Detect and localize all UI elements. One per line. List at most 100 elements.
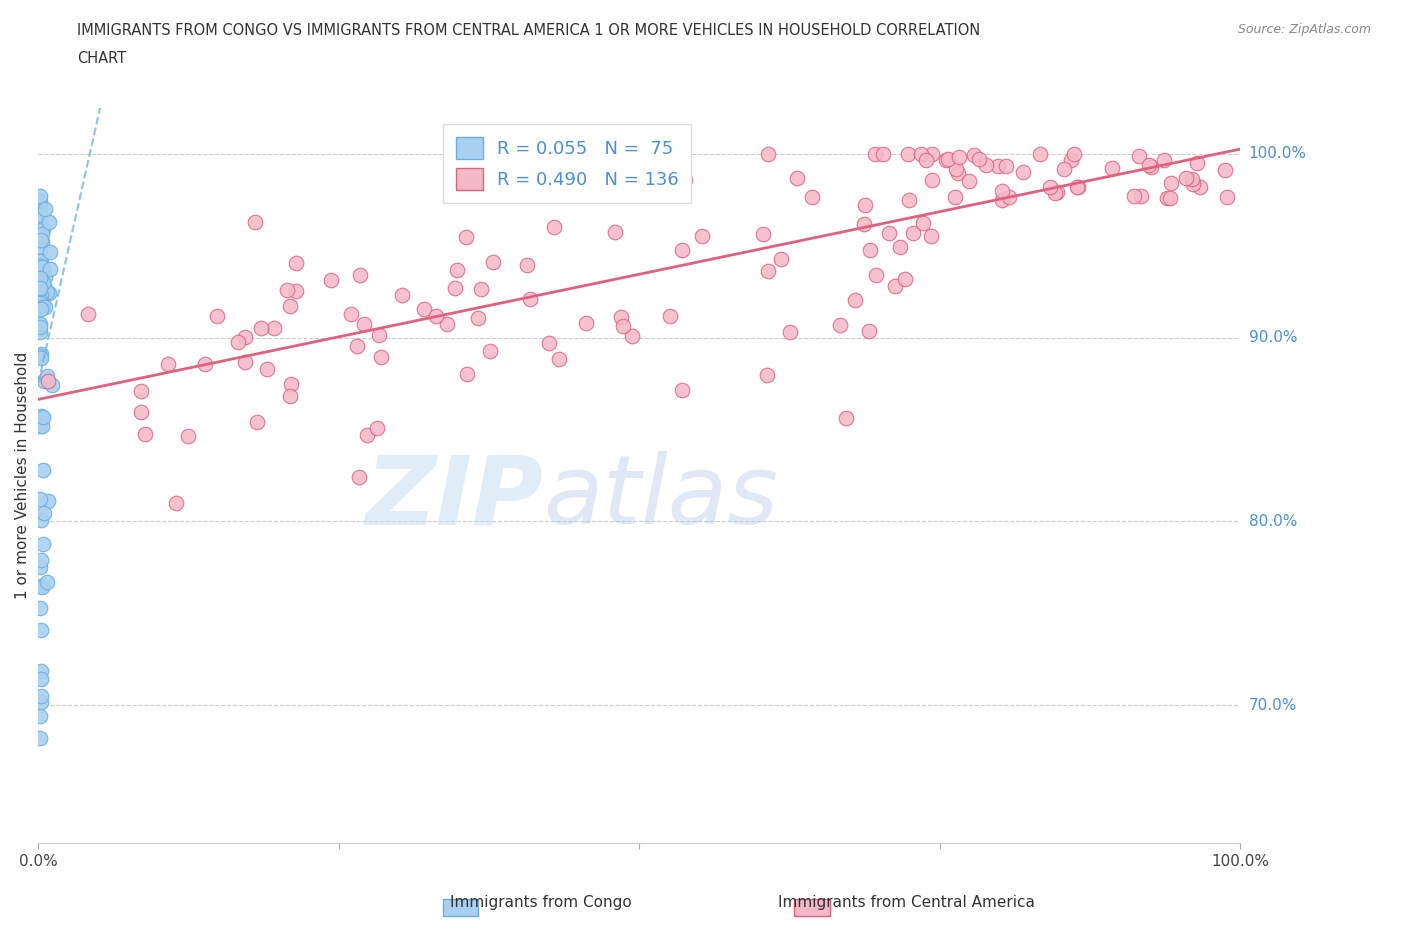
Point [671, 383, 693, 398]
Point [28, 193, 51, 208]
Point [1182, 177, 1205, 192]
Point [1215, 190, 1237, 205]
Point [1153, 153, 1175, 167]
Point [756, 367, 779, 382]
Point [801, 190, 824, 205]
Point [897, 147, 920, 162]
Point [31, 418, 53, 433]
Point [454, 229, 477, 244]
Point [32, 264, 55, 279]
Point [991, 183, 1014, 198]
Point [879, 225, 901, 240]
Point [756, 263, 779, 278]
Point [901, 225, 924, 240]
Point [1046, 185, 1069, 200]
Point [1066, 179, 1088, 194]
Point [830, 318, 852, 333]
Point [28, 316, 51, 331]
Point [30, 513, 52, 528]
Point [998, 190, 1021, 205]
Point [30, 695, 52, 710]
Point [28, 296, 51, 311]
Point [1159, 191, 1181, 206]
Point [1029, 147, 1052, 162]
Point [349, 470, 371, 485]
Point [30, 206, 52, 221]
Point [446, 263, 468, 278]
Point [543, 219, 565, 234]
Point [575, 316, 598, 331]
Point [256, 362, 278, 377]
Point [28, 731, 51, 746]
Point [134, 426, 156, 441]
Point [1156, 191, 1178, 206]
Point [32, 409, 55, 424]
Point [30, 259, 52, 273]
Point [1130, 189, 1153, 204]
Point [1012, 165, 1035, 179]
Point [911, 216, 934, 231]
Point [30, 233, 52, 248]
Point [936, 152, 959, 166]
Point [1043, 185, 1066, 200]
Point [30, 274, 52, 289]
Point [853, 197, 876, 212]
Text: IMMIGRANTS FROM CONGO VS IMMIGRANTS FROM CENTRAL AMERICA 1 OR MORE VEHICLES IN H: IMMIGRANTS FROM CONGO VS IMMIGRANTS FROM… [77, 23, 980, 38]
Point [233, 354, 256, 369]
Point [38, 245, 60, 259]
Text: Immigrants from Central America: Immigrants from Central America [779, 895, 1035, 910]
Text: 90.0%: 90.0% [1249, 330, 1298, 345]
Point [995, 159, 1018, 174]
Point [872, 147, 894, 162]
Point [30, 292, 52, 307]
Point [32, 222, 55, 237]
Point [278, 299, 301, 313]
Point [28, 282, 51, 297]
Point [976, 158, 998, 173]
Point [30, 319, 52, 334]
Point [30, 671, 52, 686]
Point [30, 552, 52, 567]
Point [852, 217, 875, 232]
Point [865, 268, 887, 283]
Point [921, 147, 943, 162]
Point [41, 378, 63, 392]
Y-axis label: 1 or more Vehicles in Household: 1 or more Vehicles in Household [15, 352, 30, 599]
Point [28, 229, 51, 244]
Text: 80.0%: 80.0% [1249, 514, 1296, 529]
Point [28, 272, 51, 286]
Point [28, 560, 51, 575]
Point [30, 301, 52, 316]
Point [412, 301, 434, 316]
Point [1139, 159, 1161, 174]
Point [28, 208, 51, 223]
Point [30, 409, 52, 424]
Point [1181, 172, 1204, 187]
Point [391, 287, 413, 302]
Point [32, 463, 55, 478]
Point [987, 159, 1010, 174]
Point [28, 271, 51, 286]
Text: Immigrants from Congo: Immigrants from Congo [450, 895, 633, 910]
Point [957, 173, 980, 188]
Point [533, 147, 555, 162]
Point [353, 317, 375, 332]
Point [444, 281, 467, 296]
Point [129, 405, 152, 419]
Point [38, 286, 60, 300]
Point [368, 327, 391, 342]
Point [165, 496, 187, 511]
Point [32, 506, 55, 521]
Point [28, 325, 51, 339]
Point [366, 421, 388, 436]
Point [610, 310, 633, 325]
Point [30, 232, 52, 247]
Point [285, 256, 308, 271]
Point [285, 284, 308, 299]
Point [756, 147, 779, 162]
Point [28, 709, 51, 724]
Point [370, 350, 392, 365]
Point [31, 299, 53, 314]
Text: atlas: atlas [543, 451, 778, 544]
Point [28, 601, 51, 616]
